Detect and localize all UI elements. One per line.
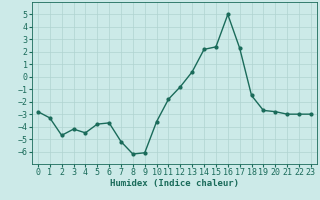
X-axis label: Humidex (Indice chaleur): Humidex (Indice chaleur)	[110, 179, 239, 188]
